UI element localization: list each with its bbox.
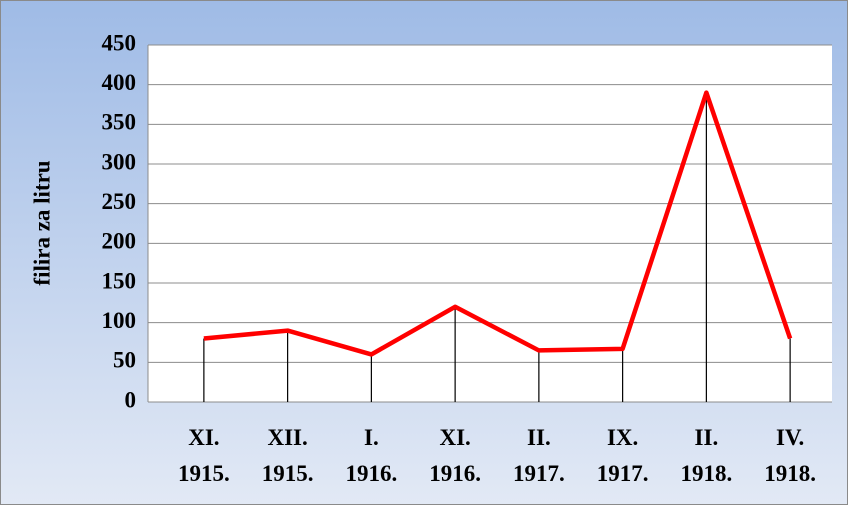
plot-area <box>148 45 832 402</box>
x-tick-label: XI. 1915. <box>178 425 230 486</box>
y-tick-label: 50 <box>113 348 136 373</box>
y-tick-label: 400 <box>102 70 137 95</box>
y-tick-label: 150 <box>102 268 137 293</box>
x-tick-label: II. 1917. <box>513 425 565 486</box>
y-axis-label: filira za litru <box>29 160 54 285</box>
x-tick-label: I. 1916. <box>345 425 398 486</box>
x-tick-label: IV. 1918. <box>764 425 816 486</box>
x-tick-label: XI. 1916. <box>429 425 481 486</box>
y-tick-label: 450 <box>102 30 137 55</box>
y-tick-label: 0 <box>125 387 137 412</box>
y-tick-label: 250 <box>102 189 137 214</box>
data-line <box>203 90 793 357</box>
x-tick-label: XII. 1915. <box>261 425 314 486</box>
y-tick-label: 350 <box>102 110 137 135</box>
y-tick-label: 300 <box>102 149 137 174</box>
y-tick-label: 100 <box>102 308 137 333</box>
x-tick-label: IX. 1917. <box>596 425 649 486</box>
x-tick-label: II. 1918. <box>680 425 733 486</box>
y-tick-label: 200 <box>102 229 137 254</box>
